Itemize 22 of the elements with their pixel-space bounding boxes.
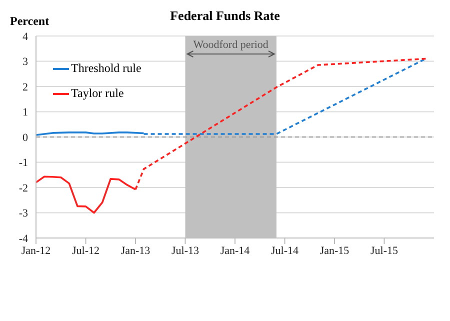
x-tick-label: Jan-12 — [21, 244, 51, 257]
chart-title: Federal Funds Rate — [170, 8, 280, 23]
x-tick-label: Jul-14 — [271, 244, 299, 257]
y-tick-label: 1 — [22, 106, 28, 119]
y-tick-label: -3 — [18, 208, 28, 220]
legend-label: Taylor rule — [71, 86, 124, 101]
x-tick-label: Jan-14 — [220, 244, 250, 257]
y-axis-title: Percent — [10, 14, 50, 29]
y-tick-label: 2 — [22, 81, 28, 94]
x-tick-label: Jul-13 — [172, 244, 200, 257]
band-label: Woodford period — [193, 39, 269, 51]
y-tick-label: -1 — [18, 157, 28, 170]
x-tick-label: Jul-12 — [72, 244, 100, 257]
x-tick-label: Jul-15 — [370, 244, 398, 257]
y-tick-label: 4 — [22, 30, 28, 43]
y-tick-label: -4 — [18, 232, 28, 245]
x-tick-label: Jan-13 — [120, 244, 151, 257]
x-tick-label: Jan-15 — [320, 244, 350, 257]
y-tick-label: 3 — [22, 56, 28, 68]
y-tick-label: 0 — [22, 132, 28, 144]
legend-label: Threshold rule — [71, 61, 142, 76]
y-tick-label: -2 — [18, 182, 28, 194]
